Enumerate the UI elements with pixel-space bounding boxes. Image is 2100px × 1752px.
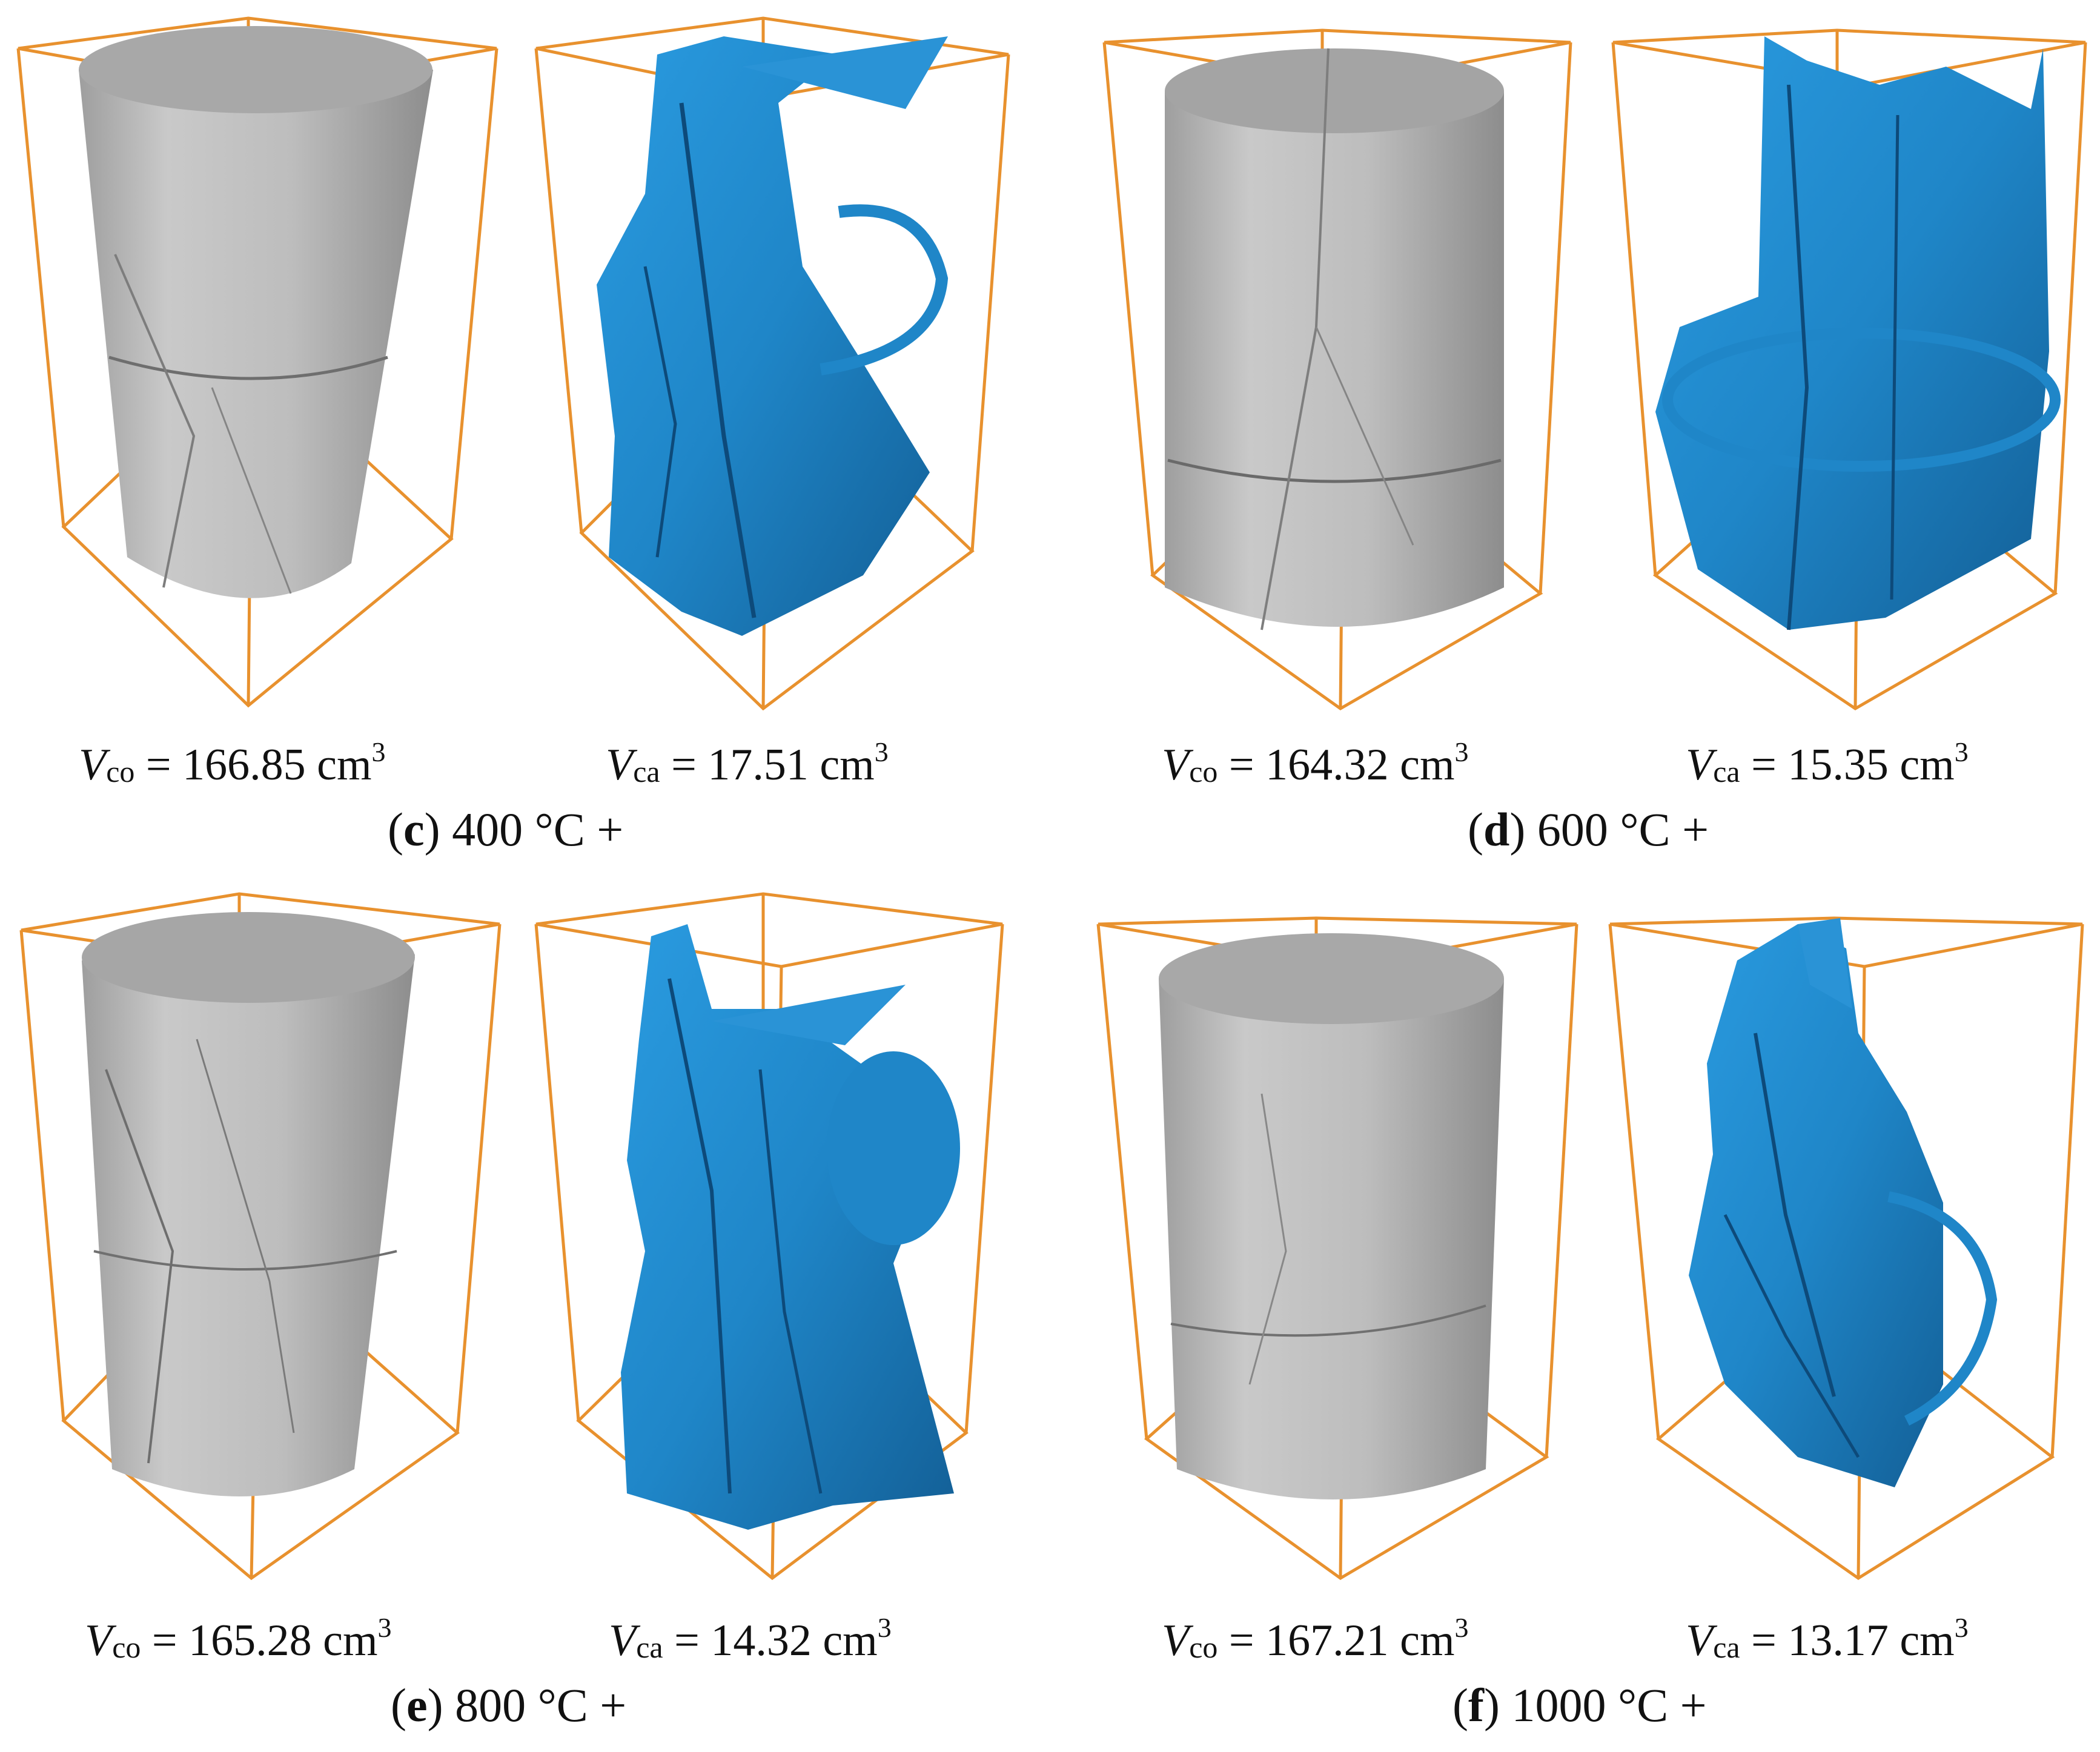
core-render-e [19, 892, 502, 1581]
core-render-d [1102, 28, 1572, 710]
cylinder-f [1159, 979, 1504, 1499]
panel-c: Vco = 166.85 cm3 Vca = 17.51 cm3 (c) 400… [0, 0, 1050, 876]
crack-render-d [1611, 28, 2087, 710]
core-render-f [1096, 916, 1578, 1580]
panel-f: Vco = 167.21 cm3 Vca = 13.17 cm3 (f) 100… [1050, 876, 2100, 1752]
panel-caption-d: (d) 600 °C + [1468, 803, 1709, 856]
core-volume-label-f: Vco = 167.21 cm3 [1162, 1612, 1469, 1665]
crack-body-c [597, 36, 930, 636]
panel-caption-e: (e) 800 °C + [391, 1679, 627, 1731]
panel-d: Vco = 164.32 cm3 Vca = 15.35 cm3 (d) 600… [1050, 0, 2100, 876]
crack-volume-label-c: Vca = 17.51 cm3 [606, 736, 889, 790]
crack-render-e [534, 892, 1004, 1581]
crack-render-c [534, 16, 1010, 711]
core-volume-label-e: Vco = 165.28 cm3 [85, 1612, 392, 1665]
panel-caption-f: (f) 1000 °C + [1452, 1679, 1707, 1731]
cylinder-c [79, 70, 433, 598]
crack-volume-label-d: Vca = 15.35 cm3 [1686, 736, 1969, 790]
panel-e: Vco = 165.28 cm3 Vca = 14.32 cm3 (e) 800… [0, 876, 1050, 1752]
cylinder-e [82, 954, 415, 1496]
crack-render-f [1608, 916, 2084, 1580]
core-volume-label-c: Vco = 166.85 cm3 [79, 736, 386, 790]
core-render-c [16, 16, 499, 708]
crack-body-f [1689, 924, 1943, 1487]
crack-volume-label-f: Vca = 13.17 cm3 [1686, 1612, 1969, 1665]
cylinder-d [1165, 91, 1504, 627]
core-volume-label-d: Vco = 164.32 cm3 [1162, 736, 1469, 790]
crack-volume-label-e: Vca = 14.32 cm3 [609, 1612, 892, 1665]
panel-caption-c: (c) 400 °C + [388, 803, 624, 856]
